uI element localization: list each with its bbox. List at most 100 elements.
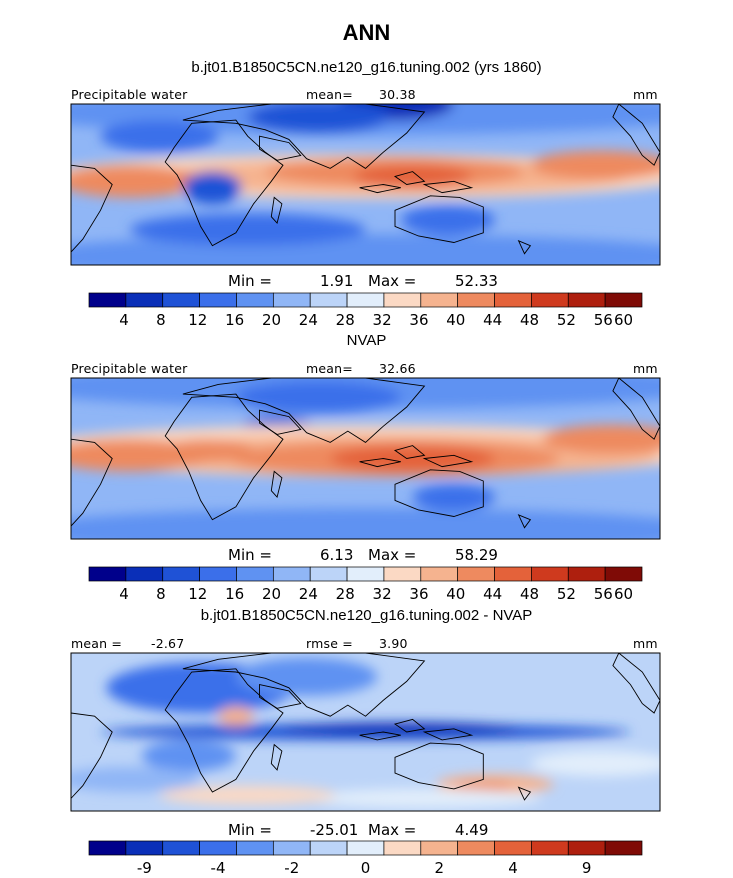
field-contour	[412, 484, 496, 511]
coastline	[612, 378, 660, 440]
panel1-min-value: 1.91	[320, 272, 354, 290]
colorbar-tick-label: 44	[483, 311, 502, 329]
coastline	[393, 445, 426, 459]
coastline	[71, 164, 113, 253]
colorbar-tick-label: 20	[262, 311, 281, 329]
colorbar-tick-label: 40	[446, 585, 465, 603]
colorbar-tick-label: 40	[446, 311, 465, 329]
panel1-max-value: 52.33	[455, 272, 498, 290]
colorbar-tick-label: 60	[614, 311, 633, 329]
panel3-rmse-label: rmse =	[306, 636, 353, 651]
panel3-mean-label: mean =	[71, 636, 123, 651]
coastline	[164, 119, 284, 247]
colorbar-tick-label: 8	[156, 585, 166, 603]
field-contour	[235, 381, 401, 414]
colorbar-tick-label: 28	[336, 311, 355, 329]
field-contour	[235, 657, 378, 696]
colorbar-swatch	[383, 840, 422, 856]
colorbar-swatch	[531, 840, 569, 856]
field-contour	[218, 706, 254, 726]
panel2-max-label: Max =	[368, 546, 417, 564]
colorbar-tick-label: 0	[361, 859, 371, 877]
field-contour	[530, 750, 660, 777]
coastline	[422, 454, 474, 468]
panel3-min-value: -25.01	[310, 821, 359, 839]
colorbar-swatch	[457, 292, 495, 308]
coastline	[71, 712, 113, 800]
colorbar-tick-label: 60	[614, 585, 633, 603]
colorbar-tick-label: -4	[211, 859, 226, 877]
field-contour	[159, 439, 254, 462]
panel3-max-label: Max =	[368, 821, 417, 839]
coastline	[422, 180, 474, 194]
panel1-mean-label: mean=	[306, 87, 353, 102]
colorbar-swatch	[309, 566, 348, 582]
colorbar-swatch	[199, 566, 237, 582]
coastline	[359, 458, 401, 468]
panel2-title: NVAP	[346, 332, 387, 349]
field-contour	[330, 445, 496, 472]
colorbar-swatch	[125, 566, 164, 582]
field-layer	[71, 378, 660, 539]
colorbar-tick-label: 4	[119, 311, 129, 329]
map-panel-1	[71, 104, 660, 265]
coastline	[270, 743, 283, 771]
panel3-rmse-value: 3.90	[379, 636, 408, 651]
coastline	[612, 104, 660, 166]
colorbar-swatch	[88, 566, 127, 582]
colorbar-swatch	[236, 840, 274, 856]
field-contour	[353, 165, 472, 188]
coastline	[164, 393, 284, 521]
colorbar-swatch	[457, 840, 495, 856]
colorbar-tick-label: 4	[508, 859, 518, 877]
panel1-mean-value: 30.38	[379, 87, 416, 102]
colorbar-swatch	[125, 292, 164, 308]
field-contour	[71, 508, 660, 539]
colorbar-tick-label: 16	[225, 585, 244, 603]
coastline	[259, 684, 302, 709]
colorbar-1: 4 8 12 16 20 24 28 32 36 40 44 48 52 56 60	[88, 292, 643, 329]
panel3-units: mm	[633, 636, 658, 651]
colorbar-swatch	[346, 566, 385, 582]
colorbar-swatch	[420, 292, 459, 308]
colorbar-swatch	[162, 292, 200, 308]
colorbar-tick-label: 28	[336, 585, 355, 603]
map-panel-3	[71, 653, 660, 811]
coastline	[422, 728, 474, 741]
colorbar-tick-label: 52	[557, 311, 576, 329]
map-panel-2	[71, 378, 660, 539]
map-frame-1	[70, 103, 661, 266]
colorbar-swatch	[199, 292, 237, 308]
coastline	[517, 786, 532, 801]
colorbar-swatch	[604, 292, 643, 308]
panel2-min-value: 6.13	[320, 546, 354, 564]
colorbar-tick-label: 36	[409, 311, 428, 329]
colorbar-swatch	[162, 566, 200, 582]
colorbar-swatch	[309, 840, 348, 856]
field-contour	[141, 739, 236, 772]
colorbar-tick-label: -9	[137, 859, 152, 877]
colorbar-tick-label: 32	[373, 585, 392, 603]
coastline	[394, 742, 484, 790]
colorbar-tick-label: 32	[373, 311, 392, 329]
colorbar-swatch	[272, 566, 311, 582]
colorbar-swatch	[420, 840, 459, 856]
field-contour	[247, 104, 390, 133]
colorbar-swatch	[567, 292, 606, 308]
coastline	[71, 438, 113, 527]
field-contour	[530, 150, 660, 180]
coastline	[182, 104, 426, 169]
coastline	[270, 196, 283, 225]
panel1-max-label: Max =	[368, 272, 417, 290]
panel2-min-label: Min =	[228, 546, 272, 564]
colorbar-tick-label: 9	[582, 859, 592, 877]
colorbar-swatch	[604, 840, 643, 856]
coastline	[393, 171, 426, 185]
figure-title: ANN	[342, 20, 391, 45]
field-contour	[283, 722, 519, 736]
panel2-units: mm	[633, 361, 658, 376]
colorbar-swatch	[346, 840, 385, 856]
colorbar-swatch	[88, 840, 127, 856]
colorbar-swatch	[162, 840, 200, 856]
coastline	[259, 135, 302, 161]
